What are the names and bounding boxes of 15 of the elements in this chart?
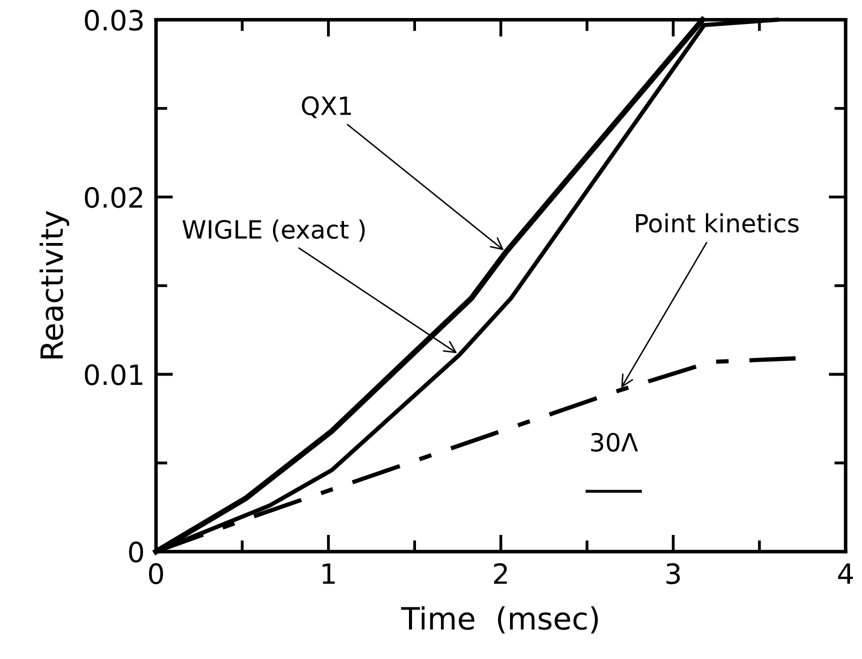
x-tick-label: 3 <box>666 563 680 584</box>
y-tick-label: 0.02 <box>84 186 142 208</box>
annotation: WIGLE (exact ) <box>182 220 365 242</box>
x-tick-label: 4 <box>838 564 853 584</box>
annotation: Point kinetics <box>636 213 799 233</box>
x-tick-label: 2 <box>494 563 507 584</box>
x-tick-label: 1 <box>322 564 335 584</box>
annotation: 30Λ <box>591 432 638 452</box>
y-axis-title: Reactivity <box>40 210 70 358</box>
y-tick-label: 0.01 <box>84 364 142 386</box>
x-tick-label: 0 <box>149 563 164 584</box>
y-tick-label: 0 <box>129 542 144 563</box>
annotation: QX1 <box>302 96 351 118</box>
x-axis-title: Time (msec) <box>401 606 598 634</box>
y-tick-label: 0.03 <box>84 10 143 31</box>
